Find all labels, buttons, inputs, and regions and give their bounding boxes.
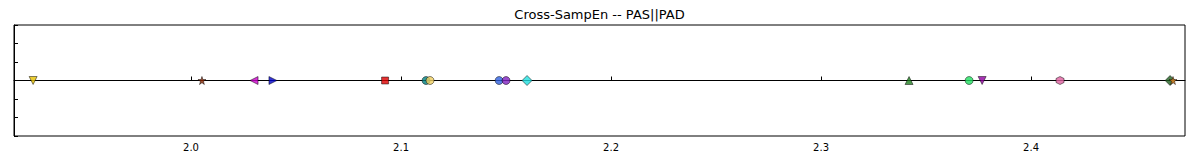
- svg-text:2.4: 2.4: [1023, 142, 1039, 153]
- svg-text:2.0: 2.0: [183, 142, 199, 153]
- svg-text:2.1: 2.1: [393, 142, 409, 153]
- svg-text:Cross-SampEn -- PAS||PAD: Cross-SampEn -- PAS||PAD: [514, 7, 684, 22]
- svg-text:2.3: 2.3: [813, 142, 829, 153]
- svg-text:2.2: 2.2: [603, 142, 619, 153]
